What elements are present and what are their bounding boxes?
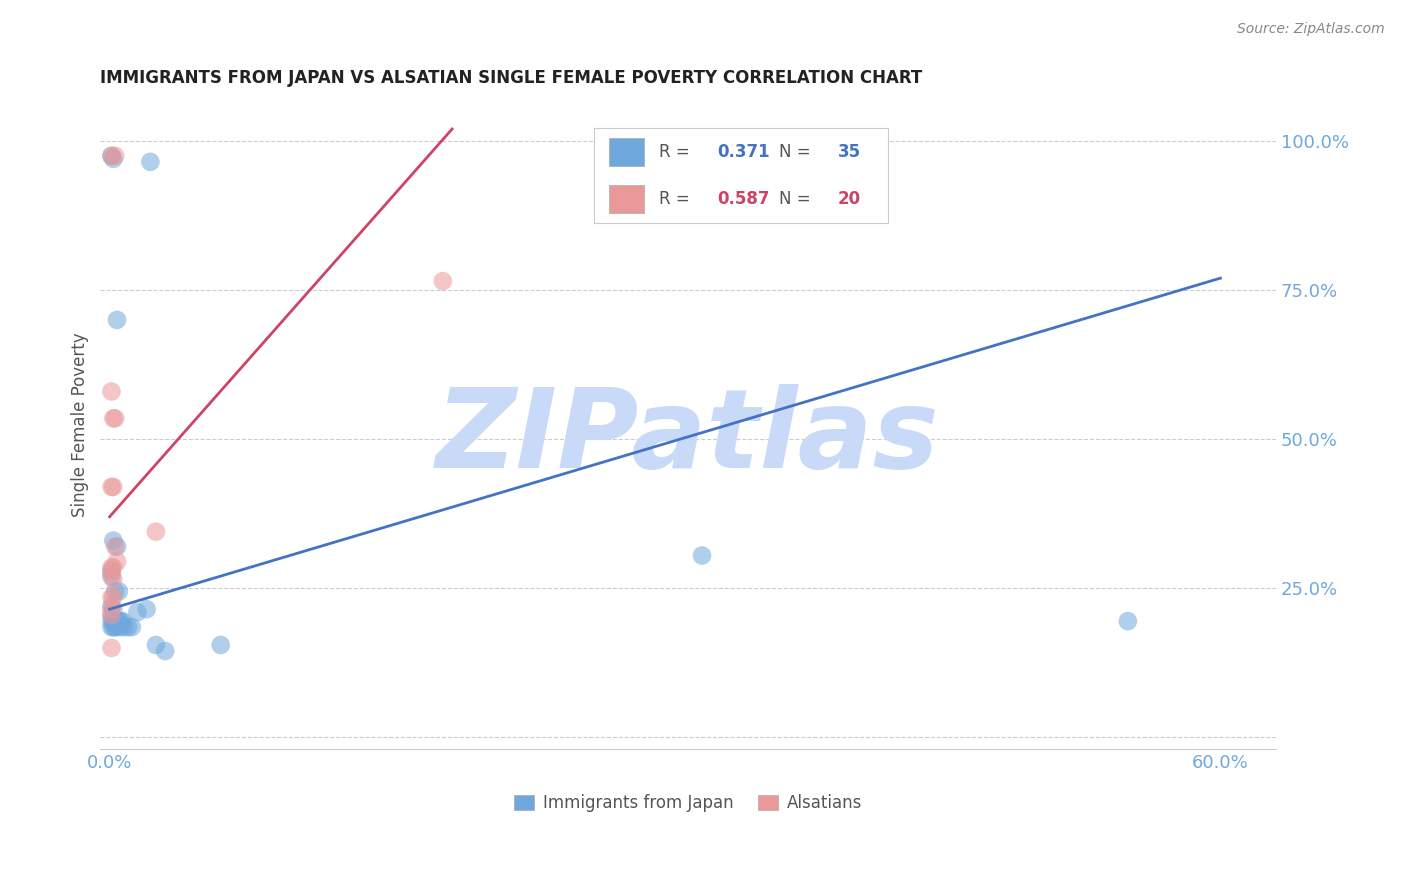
Legend: Immigrants from Japan, Alsatians: Immigrants from Japan, Alsatians (508, 788, 869, 819)
Point (104, 584, 127, 599)
Point (117, 620, 139, 634)
Point (100, 620, 122, 634)
Point (121, 620, 143, 634)
Point (104, 411, 127, 425)
Point (100, 564, 122, 578)
Point (1116, 614, 1139, 628)
Point (104, 540, 127, 554)
Point (100, 149, 122, 163)
Point (103, 573, 125, 587)
Point (105, 620, 128, 634)
Text: IMMIGRANTS FROM JAPAN VS ALSATIAN SINGLE FEMALE POVERTY CORRELATION CHART: IMMIGRANTS FROM JAPAN VS ALSATIAN SINGLE… (100, 69, 922, 87)
Y-axis label: Single Female Poverty: Single Female Poverty (72, 332, 89, 516)
Point (105, 313, 128, 327)
Point (103, 602, 125, 616)
Point (108, 614, 131, 628)
Point (100, 608, 122, 623)
Point (100, 569, 122, 583)
Point (145, 524, 167, 539)
Point (103, 560, 125, 574)
Point (103, 152, 125, 166)
Point (153, 644, 176, 658)
Point (103, 480, 125, 494)
Point (111, 614, 134, 628)
Point (110, 620, 132, 634)
Point (100, 560, 122, 574)
Point (104, 620, 127, 634)
Point (139, 154, 162, 169)
Point (100, 599, 122, 614)
Point (127, 605, 149, 619)
Point (690, 549, 713, 563)
Point (104, 614, 127, 628)
Point (105, 614, 128, 628)
Point (103, 411, 125, 425)
Point (103, 620, 125, 634)
Point (209, 638, 232, 652)
Point (108, 584, 131, 599)
Point (432, 274, 454, 288)
Point (100, 149, 122, 163)
Point (100, 614, 122, 628)
Text: Source: ZipAtlas.com: Source: ZipAtlas.com (1237, 22, 1385, 37)
Point (100, 480, 122, 494)
Point (100, 640, 122, 655)
Point (112, 620, 135, 634)
Point (105, 554, 128, 568)
Point (103, 533, 125, 548)
Point (103, 591, 125, 605)
Point (100, 591, 122, 605)
Point (100, 608, 122, 623)
Point (100, 384, 122, 399)
Point (110, 614, 132, 628)
Point (100, 566, 122, 581)
Text: ZIPatlas: ZIPatlas (436, 384, 941, 491)
Point (100, 602, 122, 616)
Point (104, 149, 127, 163)
Point (145, 638, 167, 652)
Point (135, 602, 157, 616)
Point (105, 540, 128, 554)
Point (103, 614, 125, 628)
